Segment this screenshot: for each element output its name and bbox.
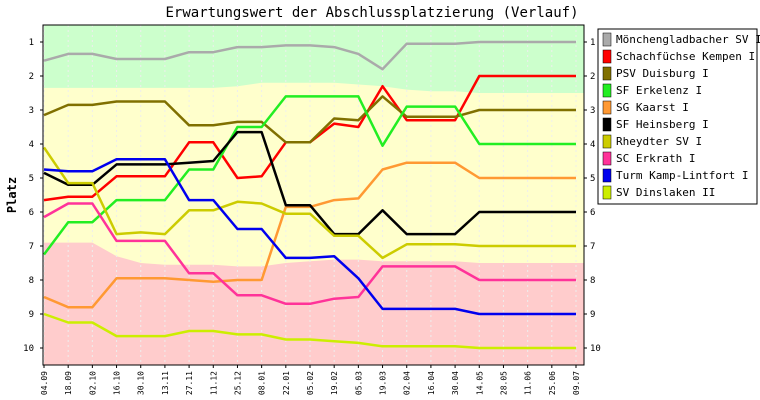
x-tick-label: 11.06 [524, 371, 533, 395]
legend-entry: PSV Duisburg I [616, 67, 709, 80]
y-axis-right: 1 2 3 4 5 6 7 8 9 10 [584, 38, 601, 354]
x-tick-label: 16.04 [427, 371, 436, 395]
legend-entry: SG Kaarst I [616, 101, 689, 114]
x-tick-label: 27.11 [185, 371, 194, 395]
y-tick-label: 2 [29, 72, 34, 82]
x-tick-label: 05.02 [306, 371, 315, 395]
legend-entry: Rheydter SV I [616, 135, 702, 148]
series-line [43, 202, 576, 306]
legend-entry: SC Erkrath I [616, 152, 695, 165]
x-axis: 04.09 18.09 02.10 16.10 30.10 13.11 27.11 11.12… [40, 365, 581, 395]
y-tick-label: 5 [590, 174, 595, 184]
y-tick-label: 8 [590, 276, 595, 286]
series-lines [42, 40, 576, 350]
x-tick-label: 28.05 [499, 371, 508, 395]
x-tick-label: 25.06 [548, 371, 557, 395]
legend-swatch [602, 117, 612, 132]
legend-swatch [602, 32, 612, 47]
chart-title: Erwartungswert der Abschlussplatzierung … [165, 5, 578, 21]
y-tick-label: 6 [590, 208, 595, 218]
y-tick-label: 4 [29, 140, 34, 150]
y-axis-left: 1 2 3 4 5 6 7 8 9 10 [23, 38, 43, 354]
series-line [43, 130, 576, 236]
x-tick-label: 08.01 [258, 371, 267, 395]
legend-swatch [602, 134, 612, 149]
x-tick-label: 14.05 [475, 371, 484, 395]
y-tick-label: 5 [29, 174, 34, 184]
y-tick-label: 2 [590, 72, 595, 82]
series-line [43, 158, 576, 316]
y-tick-label: 8 [29, 276, 34, 286]
legend-entry: SV Dinslaken II [616, 186, 715, 199]
legend-box [597, 28, 758, 205]
y-tick-label: 10 [23, 344, 34, 354]
plot-frame [42, 24, 585, 366]
x-tick-label: 09.07 [572, 371, 581, 395]
x-tick-label: 25.12 [233, 371, 242, 395]
legend-entry: Mönchengladbacher SV I [616, 33, 760, 46]
series-line [43, 40, 576, 71]
legend-swatch [602, 185, 612, 200]
legend-swatch [602, 66, 612, 81]
x-tick-label: 16.10 [113, 371, 122, 395]
series-line [43, 95, 576, 144]
x-tick-label: 11.12 [209, 371, 218, 395]
legend-entry: SF Erkelenz I [616, 84, 702, 97]
y-axis-label: Platz [5, 177, 19, 213]
legend-swatch [602, 49, 612, 64]
y-tick-label: 1 [29, 38, 34, 48]
y-tick-label: 3 [590, 106, 595, 116]
y-tick-label: 7 [590, 242, 595, 252]
y-tick-label: 3 [29, 106, 34, 116]
x-tick-label: 18.09 [64, 371, 73, 395]
x-tick-label: 30.04 [451, 371, 460, 395]
legend-swatch [602, 83, 612, 98]
zone-band [44, 25, 584, 93]
y-tick-label: 9 [590, 310, 595, 320]
legend-swatch [602, 151, 612, 166]
x-tick-label: 02.10 [88, 371, 97, 395]
x-tick-label: 02.04 [403, 371, 412, 395]
x-tick-label: 13.11 [161, 371, 170, 395]
legend-entry: SF Heinsberg I [616, 118, 709, 131]
x-tick-label: 30.10 [137, 371, 146, 395]
y-tick-label: 4 [590, 140, 595, 150]
series-line [42, 146, 576, 260]
series-line [42, 95, 576, 256]
legend-entry: Turm Kamp-Lintfort I [616, 169, 748, 182]
legend: Mönchengladbacher SV I Schachfüchse Kempe… [597, 28, 760, 205]
y-tick-label: 9 [29, 310, 34, 320]
x-tick-label: 19.02 [330, 371, 339, 395]
y-tick-label: 10 [590, 344, 601, 354]
series-line [43, 312, 576, 350]
y-tick-label: 6 [29, 208, 34, 218]
legend-swatch [602, 100, 612, 115]
x-tick-label: 04.09 [40, 371, 49, 395]
legend-entry: Schachfüchse Kempen I [616, 50, 755, 63]
x-tick-label: 22.01 [282, 371, 291, 395]
legend-swatch [602, 168, 612, 183]
x-tick-label: 19.03 [379, 371, 388, 395]
grid-lines [43, 25, 577, 365]
x-tick-label: 05.03 [354, 371, 363, 395]
y-tick-label: 7 [29, 242, 34, 252]
y-tick-label: 1 [590, 38, 595, 48]
